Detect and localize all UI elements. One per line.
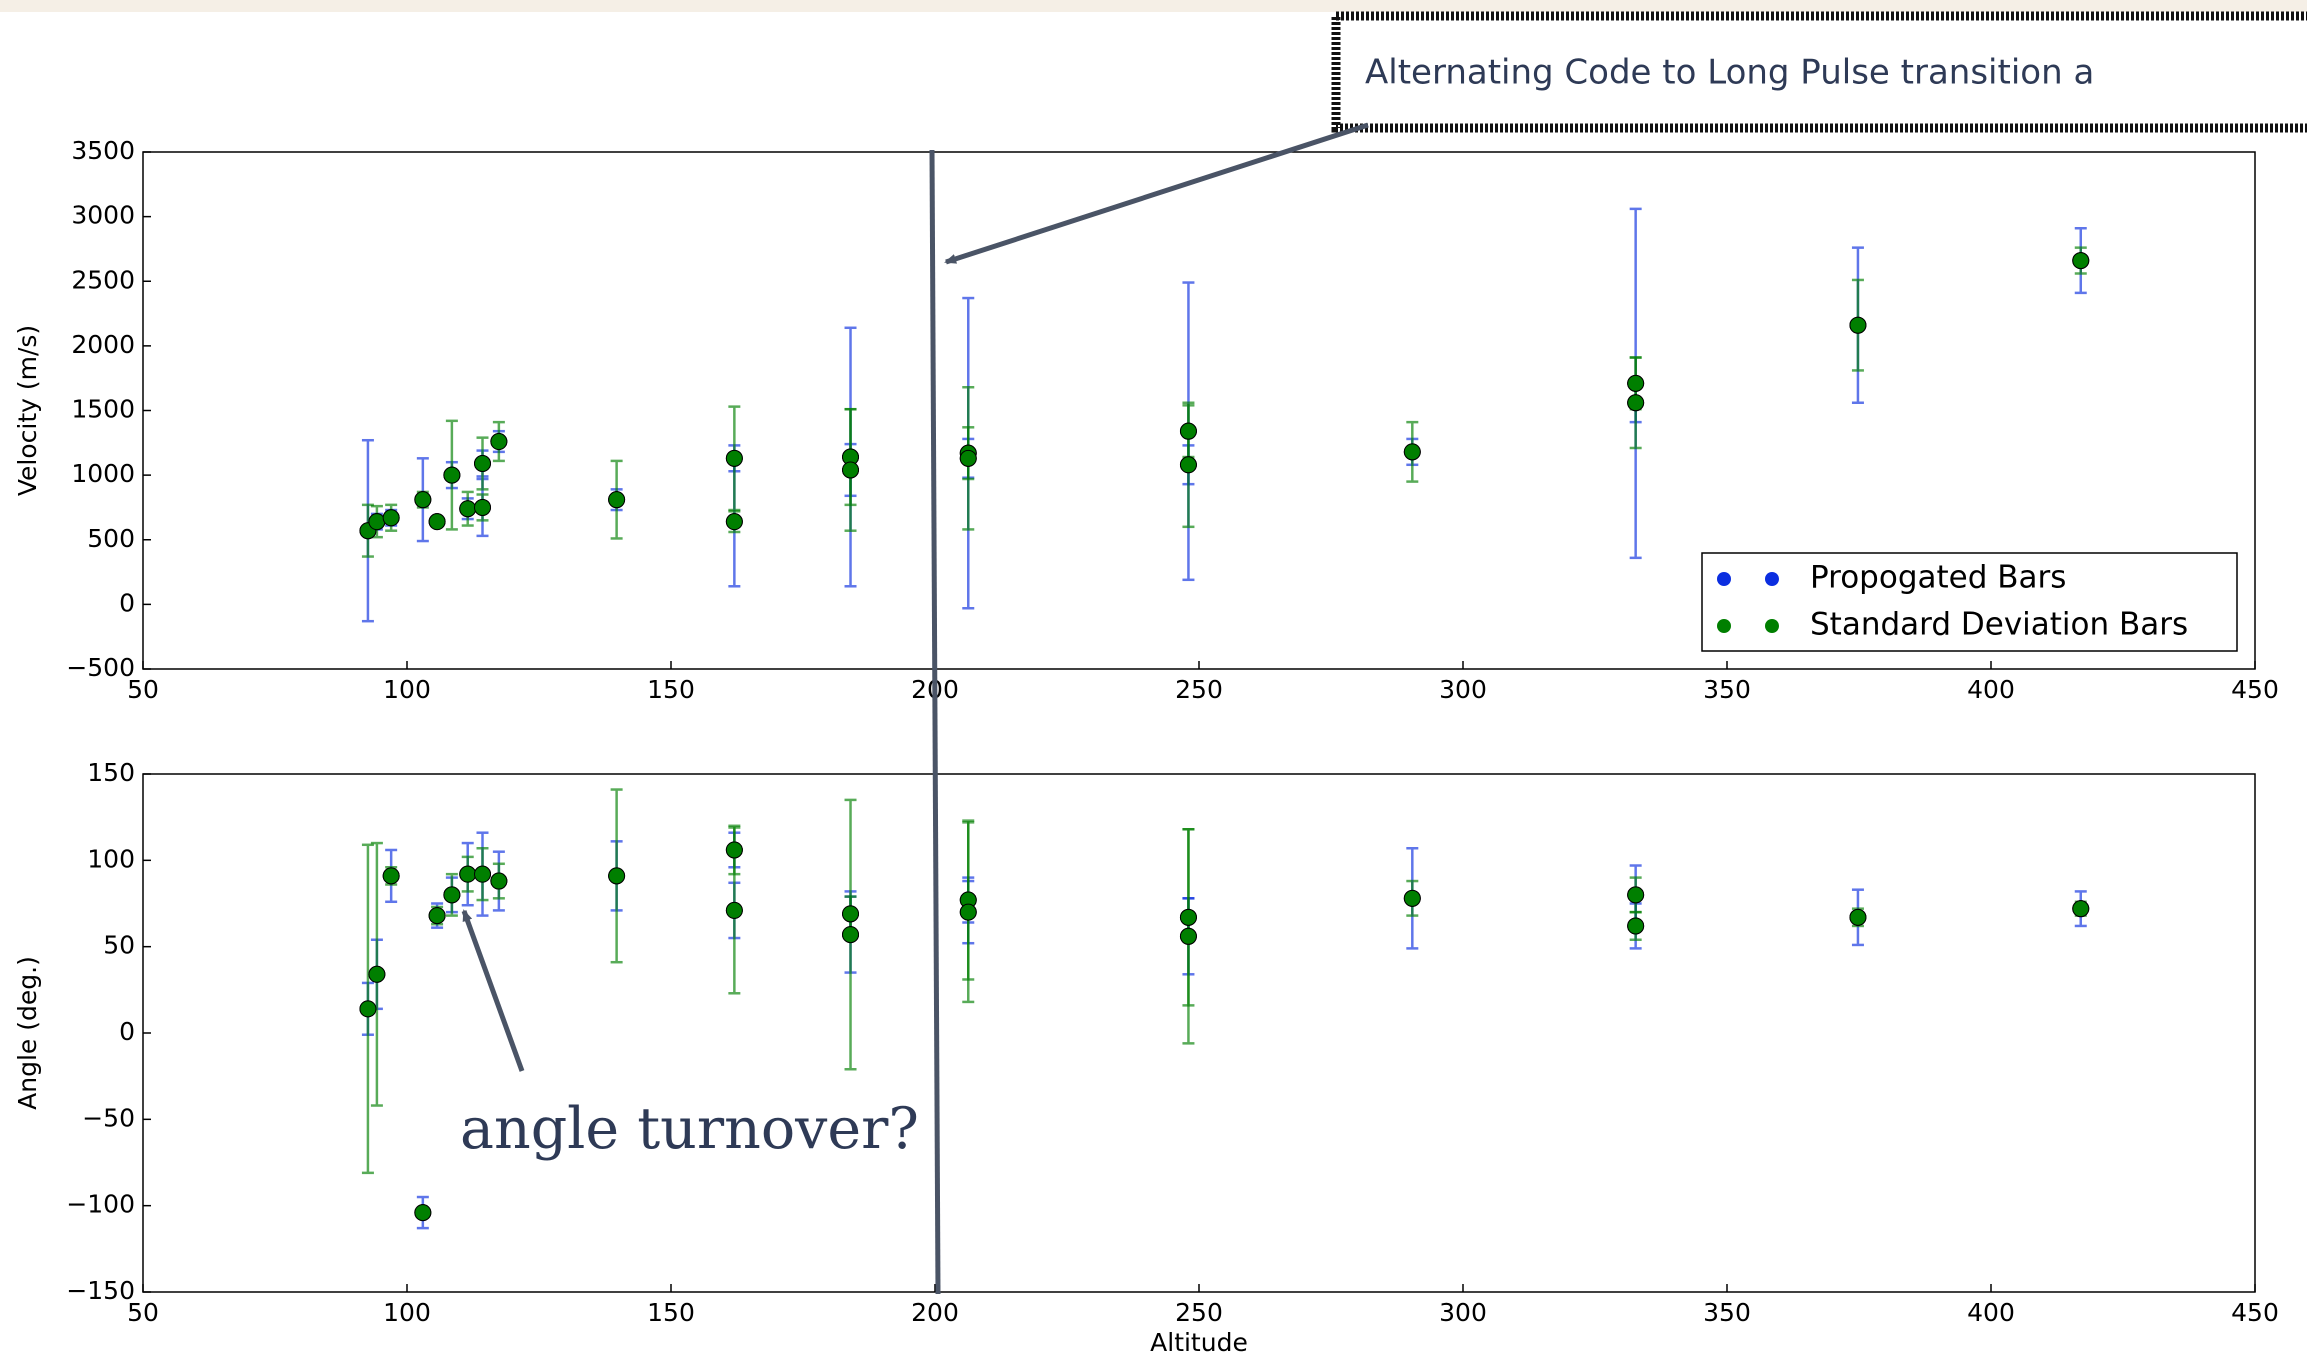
legend-label: Propogated Bars <box>1810 560 2066 596</box>
legend-marker <box>1717 619 1731 633</box>
plots: 50100150200250300350400450−5000500100015… <box>13 136 2279 1357</box>
point <box>608 491 626 509</box>
point <box>474 454 492 472</box>
point <box>1179 927 1197 945</box>
point <box>842 926 860 944</box>
point <box>842 905 860 923</box>
y-tick-label: 150 <box>87 758 135 787</box>
x-tick-label: 100 <box>383 675 431 704</box>
point <box>1179 422 1197 440</box>
legend-marker <box>1765 619 1779 633</box>
point <box>725 841 743 859</box>
x-tick-label: 450 <box>2231 1298 2279 1327</box>
legend-marker <box>1717 572 1731 586</box>
x-tick-label: 300 <box>1439 1298 1487 1327</box>
point <box>428 513 446 531</box>
point <box>725 901 743 919</box>
point <box>474 498 492 516</box>
point <box>2072 900 2090 918</box>
x-tick-label: 150 <box>647 1298 695 1327</box>
y-tick-label: 0 <box>119 588 135 617</box>
x-tick-label: 200 <box>911 1298 959 1327</box>
point <box>1179 908 1197 926</box>
point <box>1849 316 1867 334</box>
y-tick-label: 1500 <box>71 395 135 424</box>
x-tick-label: 300 <box>1439 675 1487 704</box>
point <box>382 509 400 527</box>
y-tick-label: 2000 <box>71 330 135 359</box>
y-tick-label: −150 <box>66 1276 135 1305</box>
x-tick-label: 350 <box>1703 675 1751 704</box>
x-axis-label: Altitude <box>1150 1328 1248 1357</box>
y-tick-label: −100 <box>66 1190 135 1219</box>
legend-label: Standard Deviation Bars <box>1810 607 2188 643</box>
x-tick-label: 250 <box>1175 1298 1223 1327</box>
y-tick-label: 100 <box>87 844 135 873</box>
y-tick-label: 3000 <box>71 201 135 230</box>
annotation-arrow <box>944 122 1369 265</box>
y-tick-label: 3500 <box>71 136 135 165</box>
point <box>1179 456 1197 474</box>
top-strip <box>0 0 2307 12</box>
point <box>1403 889 1421 907</box>
x-tick-label: 400 <box>1967 1298 2015 1327</box>
x-tick-label: 100 <box>383 1298 431 1327</box>
point <box>368 965 386 983</box>
plot-area <box>142 773 2256 1293</box>
point <box>443 886 461 904</box>
point <box>414 1204 432 1222</box>
point <box>1627 394 1645 412</box>
y-tick-label: 1000 <box>71 459 135 488</box>
y-tick-label: −500 <box>66 653 135 682</box>
point <box>608 867 626 885</box>
point <box>368 513 386 531</box>
annotation-box <box>1331 11 2307 133</box>
transition-line <box>929 149 941 1295</box>
point <box>725 449 743 467</box>
x-tick-label: 50 <box>127 675 159 704</box>
y-tick-label: −50 <box>82 1103 135 1132</box>
annotation-text: angle turnover? <box>460 1096 919 1162</box>
x-tick-label: 50 <box>127 1298 159 1327</box>
point <box>459 865 477 883</box>
x-tick-label: 150 <box>647 675 695 704</box>
point <box>1627 886 1645 904</box>
point <box>414 491 432 509</box>
y-axis-label: Velocity (m/s) <box>13 325 42 496</box>
point <box>1627 374 1645 392</box>
point <box>459 500 477 518</box>
y-tick-label: 2500 <box>71 265 135 294</box>
annotation-arrow <box>461 909 525 1072</box>
point <box>474 865 492 883</box>
point <box>359 1000 377 1018</box>
point <box>1403 443 1421 461</box>
point <box>428 907 446 925</box>
y-tick-label: 50 <box>103 931 135 960</box>
point <box>2072 252 2090 270</box>
point <box>443 466 461 484</box>
point <box>490 433 508 451</box>
annotation-text: Alternating Code to Long Pulse transitio… <box>1365 53 2094 93</box>
point <box>842 461 860 479</box>
point <box>725 513 743 531</box>
point <box>959 449 977 467</box>
x-tick-label: 350 <box>1703 1298 1751 1327</box>
point <box>1849 908 1867 926</box>
legend-marker <box>1765 572 1779 586</box>
point <box>1627 917 1645 935</box>
point <box>490 872 508 890</box>
y-axis-label: Angle (deg.) <box>13 956 42 1110</box>
x-tick-label: 250 <box>1175 675 1223 704</box>
point <box>382 867 400 885</box>
y-tick-label: 500 <box>87 524 135 553</box>
x-tick-label: 400 <box>1967 675 2015 704</box>
legend <box>1701 552 2238 652</box>
x-tick-label: 450 <box>2231 675 2279 704</box>
y-tick-label: 0 <box>119 1017 135 1046</box>
point <box>959 903 977 921</box>
